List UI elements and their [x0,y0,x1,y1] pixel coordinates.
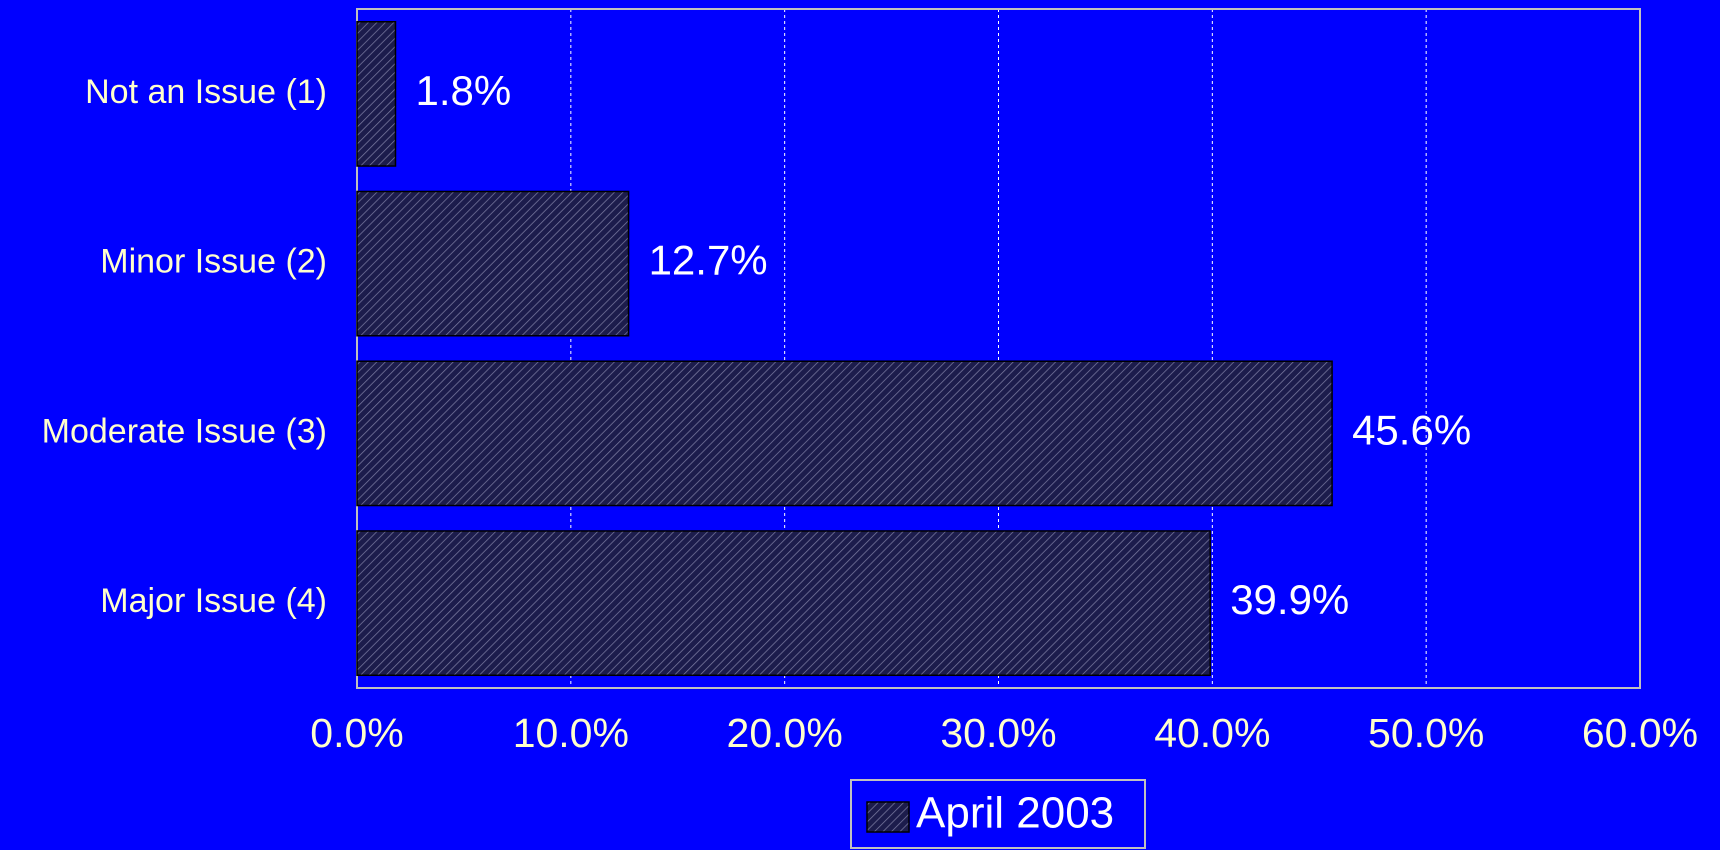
data-label: 39.9% [1230,576,1349,623]
x-tick-label: 60.0% [1582,710,1698,756]
bar [356,20,397,167]
bar [356,530,1211,677]
x-tick-label: 0.0% [310,710,403,756]
y-tick-label: Not an Issue (1) [85,73,327,111]
x-tick-label: 40.0% [1154,710,1270,756]
x-tick-label: 30.0% [940,710,1056,756]
data-label: 45.6% [1352,406,1471,453]
legend-label: April 2003 [916,789,1114,838]
data-label: 12.7% [649,237,768,284]
y-tick-label: Moderate Issue (3) [42,412,327,450]
bar [356,190,630,337]
legend-swatch [866,801,910,833]
bar [356,360,1333,507]
x-tick-label: 10.0% [513,710,629,756]
y-tick-label: Major Issue (4) [100,582,327,620]
y-tick-label: Minor Issue (2) [100,243,327,281]
plot-border [356,8,1641,689]
x-tick-label: 50.0% [1368,710,1484,756]
x-tick-label: 20.0% [727,710,843,756]
data-label: 1.8% [415,67,511,114]
